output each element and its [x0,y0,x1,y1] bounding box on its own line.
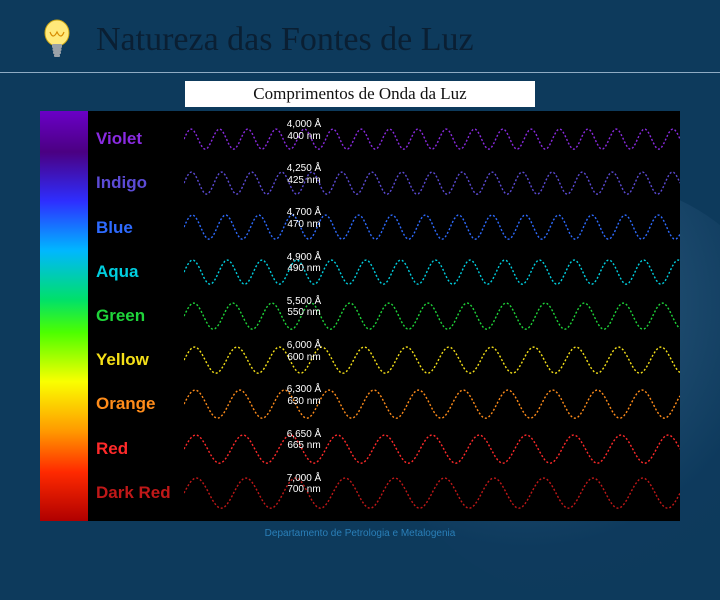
subtitle: Comprimentos de Onda da Luz [185,81,535,107]
wavelength-label: 4,250 Å425 nm [254,163,354,186]
page-title: Natureza das Fontes de Luz [96,21,474,59]
color-label: Green [88,306,180,326]
wave-row-green: Green 5,500 Å550 nm [88,294,680,338]
wave-row-indigo: Indigo 4,250 Å425 nm [88,161,680,205]
wavelength-label: 4,700 Å470 nm [254,207,354,230]
wavelength-label: 5,500 Å550 nm [254,296,354,319]
wavelength-figure: Violet 4,000 Å400 nm Indigo 4,250 Å425 nm Bl… [40,111,680,521]
wavelength-label: 4,900 Å490 nm [254,252,354,275]
color-label: Orange [88,394,180,414]
color-label: Violet [88,129,180,149]
wave-row-violet: Violet 4,000 Å400 nm [88,117,680,161]
wave-row-blue: Blue 4,700 Å470 nm [88,205,680,249]
footer-text: Departamento de Petrologia e Metalogenia [0,528,720,539]
lightbulb-icon [40,18,74,62]
wave-row-dark-red: Dark Red 7,000 Å700 nm [88,471,680,515]
color-label: Aqua [88,262,180,282]
wave-row-aqua: Aqua 4,900 Å490 nm [88,250,680,294]
wavelength-label: 7,000 Å700 nm [254,473,354,496]
wavelength-label: 6,650 Å665 nm [254,429,354,452]
color-label: Blue [88,218,180,238]
color-label: Dark Red [88,483,180,503]
wave-row-yellow: Yellow 6,000 Å600 nm [88,338,680,382]
wavelength-label: 6,000 Å600 nm [254,340,354,363]
header: Natureza das Fontes de Luz [0,0,720,73]
color-label: Red [88,439,180,459]
color-label: Yellow [88,350,180,370]
wave-row-orange: Orange 6,300 Å630 nm [88,382,680,426]
color-label: Indigo [88,173,180,193]
waves-area: Violet 4,000 Å400 nm Indigo 4,250 Å425 nm Bl… [88,111,680,521]
visible-spectrum-bar [40,111,88,521]
wavelength-label: 6,300 Å630 nm [254,384,354,407]
wavelength-label: 4,000 Å400 nm [254,119,354,142]
wave-row-red: Red 6,650 Å665 nm [88,427,680,471]
